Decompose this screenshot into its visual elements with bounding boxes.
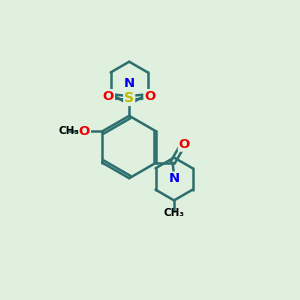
Text: N: N [124, 76, 135, 90]
Text: O: O [144, 90, 156, 103]
Text: CH₃: CH₃ [164, 208, 184, 218]
Text: O: O [79, 125, 90, 138]
Text: N: N [169, 172, 180, 185]
Text: O: O [103, 90, 114, 103]
Text: CH₃: CH₃ [58, 126, 80, 136]
Text: O: O [179, 138, 190, 151]
Text: S: S [124, 91, 134, 105]
